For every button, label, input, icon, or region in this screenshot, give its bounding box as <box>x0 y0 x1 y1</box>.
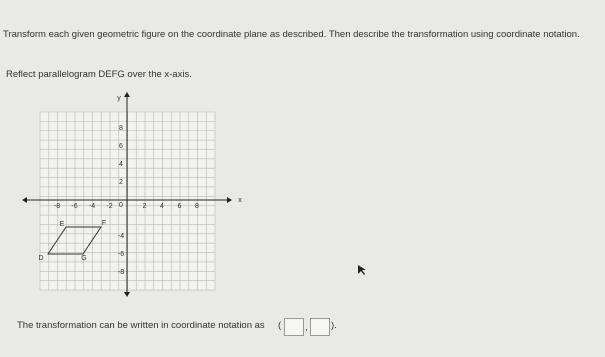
x-tick-label: -2 <box>106 203 112 210</box>
y-axis-label: y <box>117 95 121 102</box>
coordinate-plane: x y 0 D E F G -8 -6 -4 -2 2 4 6 8 8 6 4 2 -4 -6 -8 <box>22 92 242 297</box>
answer-box-y[interactable] <box>310 318 330 336</box>
prompt: Reflect parallelogram DEFG over the x-ax… <box>6 69 192 80</box>
open-paren: ( <box>278 320 282 331</box>
vertex-label: E <box>60 221 65 228</box>
origin-label: 0 <box>119 202 123 209</box>
vertex-label: F <box>102 220 106 227</box>
y-tick-label: 4 <box>119 161 123 168</box>
comma: , <box>305 322 308 333</box>
x-tick-label: 8 <box>195 203 199 210</box>
vertex-label: D <box>38 255 43 262</box>
cursor <box>358 265 366 275</box>
x-tick-label: -4 <box>89 203 95 210</box>
y-tick-label: 2 <box>119 179 123 186</box>
x-tick-label: 4 <box>160 203 164 210</box>
y-tick-label: 8 <box>119 125 123 132</box>
instruction: Transform each given geometric figure on… <box>3 29 580 40</box>
x-tick-label: 2 <box>143 203 147 210</box>
x-axis-label: x <box>238 197 242 204</box>
close-paren: ). <box>331 320 337 331</box>
x-tick-label: -8 <box>54 203 60 210</box>
y-tick-label: -4 <box>118 233 124 240</box>
answer-text: The transformation can be written in coo… <box>17 320 265 331</box>
y-tick-label: -8 <box>118 269 124 276</box>
x-tick-label: -6 <box>71 203 77 210</box>
vertex-label: G <box>81 255 86 262</box>
y-tick-label: -6 <box>118 251 124 258</box>
x-tick-label: 6 <box>178 203 182 210</box>
parallelogram <box>47 226 102 255</box>
answer-box-x[interactable] <box>284 318 304 336</box>
y-tick-label: 6 <box>119 143 123 150</box>
